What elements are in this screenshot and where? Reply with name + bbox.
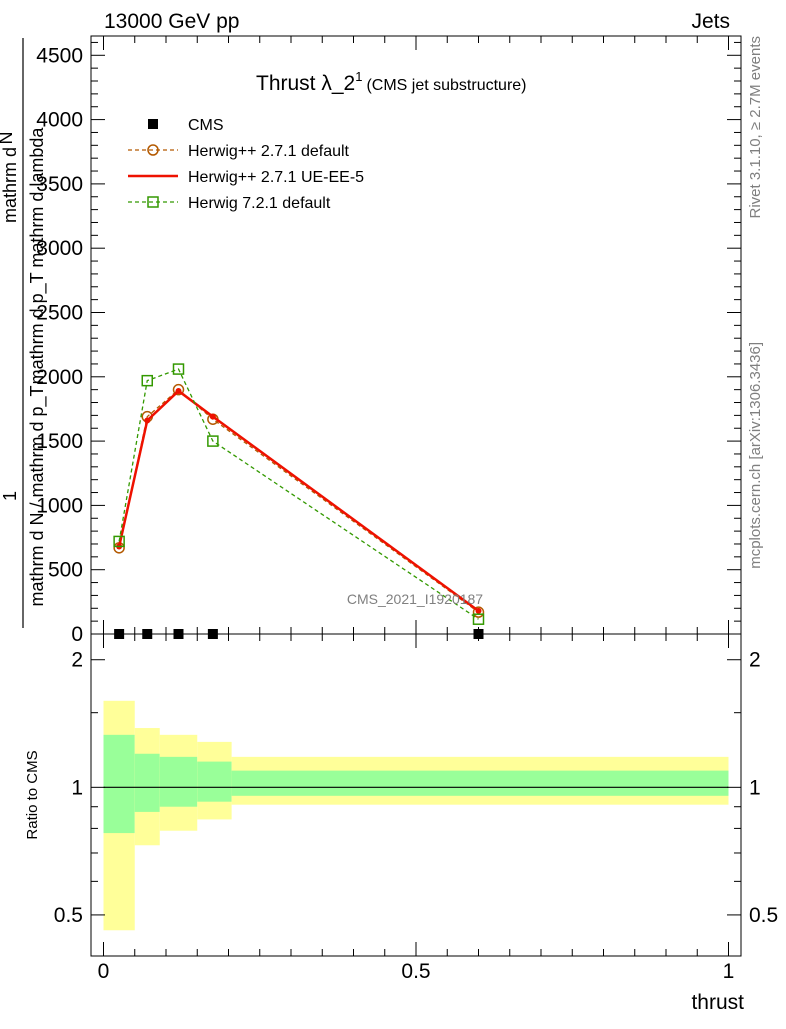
- series-point-herwig-ueee5: [475, 607, 482, 614]
- y-tick-label: 2500: [36, 301, 83, 324]
- legend-label-cms: CMS: [188, 117, 224, 134]
- y-label-denominator-1: mathrm d N / mathrm d p_T: [27, 385, 48, 606]
- series-point-herwig-default: [172, 383, 185, 396]
- ratio-y-axis-label: Ratio to CMS: [24, 750, 41, 839]
- series-point-herwig-ueee5: [144, 417, 151, 424]
- header-process: Jets: [691, 10, 730, 33]
- ratio-band-inner: [159, 756, 198, 807]
- analysis-watermark: CMS_2021_I1920187: [347, 591, 483, 607]
- x-tick-label: 0.5: [401, 960, 430, 983]
- series-point-herwig721: [207, 435, 219, 447]
- y-tick-label: 2000: [36, 366, 83, 389]
- y-tick-label: 3500: [36, 173, 83, 196]
- series-line-1: [118, 388, 479, 613]
- ratio-y-ticks: 0.5 0.5 1 1 2 2: [54, 649, 778, 927]
- ratio-y-tick-label: 0.5: [54, 904, 83, 927]
- ratio-band-inner: [103, 734, 135, 834]
- main-y-ticks: 0 500 1000 1500 2000 2500 3000 3500 4000 4500: [36, 41, 741, 646]
- series-point-herwig-ueee5: [175, 387, 182, 394]
- series-line-2: [117, 389, 480, 612]
- ratio-y-tick-label-right: 1: [749, 776, 761, 799]
- series-line-3: [118, 368, 479, 620]
- ratio-panel: 0.5 0.51 12 2 0 0.5 1 Ratio to CMS thrust: [24, 633, 778, 1014]
- y-label-numerator-1: 1: [0, 491, 20, 501]
- main-y-axis-label: 1 mathrm d N / mathrm d p_T mathrm d p_T…: [0, 38, 48, 628]
- legend-label-herwig-default: Herwig++ 2.7.1 default: [188, 143, 350, 160]
- y-tick-label: 1000: [36, 494, 83, 517]
- legend: CMS Herwig++ 2.7.1 default Herwig++ 2.7.…: [128, 117, 364, 212]
- ratio-y-tick-label-right: 0.5: [749, 904, 778, 927]
- ratio-y-tick-label: 2: [71, 649, 83, 672]
- y-tick-label: 4000: [36, 109, 83, 132]
- series-point-herwig721: [172, 363, 185, 375]
- legend-entry-herwig721: Herwig 7.2.1 default: [128, 195, 331, 212]
- rivet-version-label: Rivet 3.1.10, ≥ 2.7M events: [747, 36, 764, 219]
- ratio-y-tick-label: 1: [71, 776, 83, 799]
- legend-entry-cms: CMS: [148, 117, 224, 134]
- series-point-herwig-ueee5: [209, 413, 216, 420]
- ratio-x-ticks: 0 0.5 1: [98, 634, 735, 983]
- main-panel: 0 500 1000 1500 2000 2500 3000 3500 4000 4500 CMS…: [36, 35, 742, 646]
- y-label-numerator-2: mathrm d: [0, 147, 20, 223]
- legend-marker-herwig-default: [147, 144, 159, 156]
- chart-title: Thrust λ_21 (CMS jet substructure): [256, 69, 527, 95]
- y-label-numerator-3: N: [0, 132, 16, 145]
- series-point-herwig-default: [472, 606, 485, 618]
- chart-title-sub: (CMS jet substructure): [366, 77, 526, 94]
- legend-marker-herwig721: [147, 196, 159, 208]
- legend-label-herwig721: Herwig 7.2.1 default: [188, 195, 331, 212]
- chart-title-main: Thrust λ_2: [256, 72, 355, 95]
- y-tick-label: 3000: [36, 237, 83, 260]
- x-tick-label: 0: [98, 960, 110, 983]
- ratio-band-inner: [231, 770, 729, 796]
- series-point-herwig721: [472, 613, 485, 625]
- y-tick-label: 4500: [36, 44, 83, 67]
- y-tick-label: 1500: [36, 430, 83, 453]
- ratio-band-inner: [197, 761, 232, 802]
- main-x-ticks: [103, 36, 729, 634]
- series-point-herwig721: [113, 535, 125, 548]
- header-energy: 13000 GeV pp: [104, 10, 239, 33]
- ratio-bands: [103, 700, 729, 931]
- y-tick-label: 500: [48, 559, 83, 582]
- ratio-band-inner: [134, 753, 160, 812]
- x-tick-label: 1: [723, 960, 735, 983]
- legend-marker-cms: [148, 119, 158, 129]
- chart-title-superscript: 1: [355, 69, 362, 84]
- legend-entry-herwig-default: Herwig++ 2.7.1 default: [128, 143, 350, 160]
- y-tick-label: 0: [71, 623, 83, 646]
- legend-label-herwig-ueee5: Herwig++ 2.7.1 UE-EE-5: [188, 169, 364, 186]
- series-point-herwig721: [141, 374, 153, 387]
- legend-entry-herwig-ueee5: Herwig++ 2.7.1 UE-EE-5: [128, 169, 364, 186]
- ratio-y-tick-label-right: 2: [749, 649, 761, 672]
- mcplots-label: mcplots.cern.ch [arXiv:1306.3436]: [747, 342, 764, 569]
- x-axis-label: thrust: [691, 991, 744, 1014]
- y-label-denominator-2: mathrm d p_T mathrm d lambda: [27, 127, 48, 385]
